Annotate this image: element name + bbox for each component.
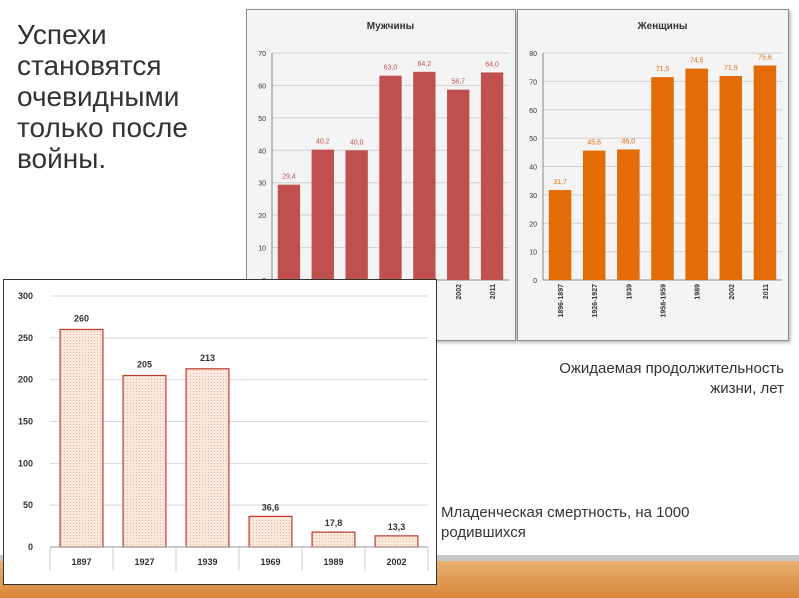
data-label: 74,5	[690, 58, 704, 65]
y-tick-label: 50	[529, 136, 537, 143]
x-tick-label: 1989	[695, 284, 702, 300]
y-tick-label: 0	[28, 542, 33, 552]
y-tick-label: 50	[258, 116, 266, 123]
life-expectancy-caption: Ожидаемая продолжительность жизни, лет	[440, 359, 784, 399]
y-tick-label: 50	[23, 500, 33, 510]
bar	[345, 150, 368, 280]
y-tick-label: 30	[529, 193, 537, 200]
bar	[582, 150, 606, 280]
bar	[59, 328, 104, 548]
y-tick-label: 70	[529, 79, 537, 86]
x-tick-label: 1989	[323, 557, 343, 567]
data-label: 13,3	[388, 522, 406, 532]
x-tick-label: 2002	[456, 284, 463, 300]
bar	[311, 531, 356, 548]
women-life-expectancy-chart: Женщины 0 10 20 30 40 50 60 70 80 31,7 1896-1897 45,…	[517, 9, 789, 341]
x-tick-label: 2011	[763, 284, 770, 299]
bar	[413, 71, 436, 281]
x-tick-label: 1969	[260, 557, 280, 567]
y-tick-label: 200	[18, 375, 33, 385]
x-tick-label: 1896-1897	[558, 284, 565, 318]
data-label: 46,0	[622, 138, 636, 145]
data-label: 71,9	[724, 65, 738, 72]
y-tick-label: 100	[18, 458, 33, 468]
y-tick-label: 10	[258, 246, 266, 253]
data-label: 71,5	[656, 66, 670, 73]
bar	[248, 515, 293, 548]
bar	[379, 75, 402, 280]
y-tick-label: 250	[18, 333, 33, 343]
x-tick-label: 2011	[490, 284, 497, 299]
data-label: 63,0	[384, 65, 398, 72]
bar	[122, 374, 167, 548]
y-tick-label: 20	[529, 221, 537, 228]
y-tick-label: 60	[258, 83, 266, 90]
y-tick-label: 30	[258, 181, 266, 188]
slide-title: Успехи становятся очевидными только посл…	[17, 19, 237, 174]
x-tick-label: 1927	[134, 557, 154, 567]
data-label: 213	[200, 353, 215, 363]
bar	[480, 72, 504, 280]
y-tick-label: 300	[18, 291, 33, 301]
bar	[374, 535, 419, 548]
slide-title-line: только после	[17, 112, 188, 143]
data-label: 260	[74, 313, 89, 323]
infant-mortality-caption: Младенческая смертность, на 1000 родивши…	[441, 503, 781, 543]
y-tick-label: 40	[258, 148, 266, 155]
data-label: 58,7	[451, 79, 465, 86]
y-tick-label: 0	[533, 278, 537, 285]
y-tick-label: 40	[529, 165, 537, 172]
y-tick-label: 10	[529, 250, 537, 257]
data-label: 40,0	[350, 139, 364, 146]
infant-chart-svg: 0 50 100 150 200 250 300 260 1897 205 1927 213 1939 3…	[18, 291, 429, 571]
y-tick-label: 80	[529, 51, 537, 58]
bar	[719, 75, 743, 280]
bar	[185, 368, 230, 548]
slide-title-line: Успехи	[17, 19, 107, 50]
data-label: 17,8	[325, 518, 343, 528]
x-tick-label: 1939	[626, 284, 633, 300]
bar	[753, 65, 777, 280]
bar	[277, 184, 301, 280]
bar	[685, 68, 708, 280]
bar	[617, 149, 640, 280]
data-label: 64,2	[418, 61, 432, 68]
data-label: 29,4	[282, 174, 296, 181]
caption-line: Ожидаемая продолжительность	[559, 360, 784, 377]
x-tick-label: 1958-1959	[661, 284, 668, 318]
bar	[447, 89, 470, 280]
chart-title: Мужчины	[367, 21, 414, 32]
x-tick-label: 2002	[386, 557, 406, 567]
x-tick-label: 1939	[197, 557, 217, 567]
women-chart-svg: Женщины 0 10 20 30 40 50 60 70 80 31,7 1896-1897 45,…	[529, 21, 782, 318]
y-tick-label: 60	[529, 108, 537, 115]
data-label: 31,7	[553, 179, 567, 186]
infant-mortality-chart: 0 50 100 150 200 250 300 260 1897 205 1927 213 1939 3…	[3, 279, 437, 585]
bar	[311, 149, 334, 280]
slide-title-line: войны.	[17, 143, 107, 174]
data-label: 75,6	[758, 54, 772, 61]
caption-line: родившихся	[441, 524, 526, 541]
y-tick-label: 20	[258, 213, 266, 220]
bar	[548, 190, 572, 280]
x-tick-label: 1926-1927	[592, 284, 599, 318]
data-label: 45,6	[587, 140, 601, 147]
data-label: 40,2	[316, 139, 330, 146]
slide-title-line: становятся	[17, 50, 162, 81]
caption-line: жизни, лет	[710, 380, 784, 397]
chart-title: Женщины	[637, 21, 688, 32]
data-label: 205	[137, 359, 152, 369]
data-label: 36,6	[262, 502, 280, 512]
y-tick-label: 70	[258, 51, 266, 58]
slide-title-line: очевидными	[17, 81, 180, 112]
data-label: 64,0	[485, 61, 499, 68]
bar	[651, 77, 674, 281]
x-tick-label: 1897	[71, 557, 91, 567]
x-tick-label: 2002	[729, 284, 736, 300]
y-tick-label: 150	[18, 417, 33, 427]
caption-line: Младенческая смертность, на 1000	[441, 504, 690, 521]
